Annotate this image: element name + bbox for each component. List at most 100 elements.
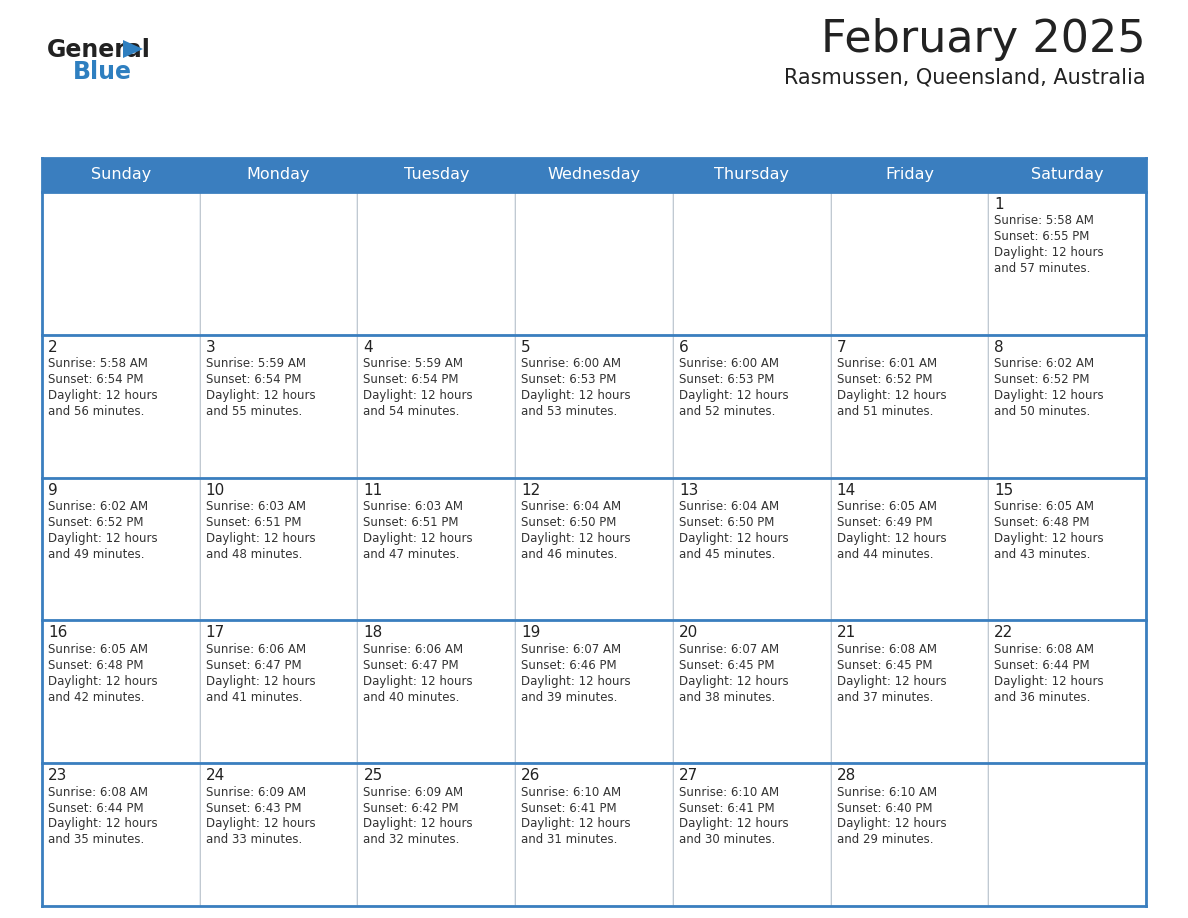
Text: and 53 minutes.: and 53 minutes.	[522, 405, 618, 418]
Text: Sunset: 6:48 PM: Sunset: 6:48 PM	[48, 659, 144, 672]
Text: Daylight: 12 hours: Daylight: 12 hours	[994, 532, 1104, 545]
Text: Sunset: 6:55 PM: Sunset: 6:55 PM	[994, 230, 1089, 243]
Text: 28: 28	[836, 768, 855, 783]
Text: and 49 minutes.: and 49 minutes.	[48, 548, 145, 561]
Bar	[516, 478, 672, 620]
Bar	[359, 478, 514, 620]
Text: Daylight: 12 hours: Daylight: 12 hours	[48, 532, 158, 545]
Bar	[43, 193, 198, 334]
Text: Blue: Blue	[72, 60, 132, 84]
Text: February 2025: February 2025	[821, 18, 1146, 61]
Bar	[674, 193, 829, 334]
Bar	[990, 193, 1145, 334]
Text: 4: 4	[364, 340, 373, 354]
Text: and 37 minutes.: and 37 minutes.	[836, 690, 933, 704]
Text: and 55 minutes.: and 55 minutes.	[206, 405, 302, 418]
Text: Daylight: 12 hours: Daylight: 12 hours	[522, 675, 631, 688]
Text: Sunset: 6:47 PM: Sunset: 6:47 PM	[206, 659, 302, 672]
Text: Sunrise: 6:05 AM: Sunrise: 6:05 AM	[48, 643, 148, 655]
Polygon shape	[124, 40, 143, 58]
Text: Sunrise: 6:05 AM: Sunrise: 6:05 AM	[836, 500, 936, 513]
Bar	[832, 478, 987, 620]
Text: and 47 minutes.: and 47 minutes.	[364, 548, 460, 561]
Text: Daylight: 12 hours: Daylight: 12 hours	[206, 818, 315, 831]
Text: Sunrise: 5:59 AM: Sunrise: 5:59 AM	[206, 357, 305, 370]
Text: and 48 minutes.: and 48 minutes.	[206, 548, 302, 561]
Bar	[830, 158, 988, 192]
Text: Sunset: 6:43 PM: Sunset: 6:43 PM	[206, 801, 302, 814]
Text: Sunset: 6:53 PM: Sunset: 6:53 PM	[522, 373, 617, 386]
Text: Sunset: 6:41 PM: Sunset: 6:41 PM	[522, 801, 617, 814]
Text: 27: 27	[678, 768, 699, 783]
Text: 1: 1	[994, 197, 1004, 212]
Text: Sunrise: 5:58 AM: Sunrise: 5:58 AM	[48, 357, 147, 370]
Bar	[201, 764, 356, 905]
Text: 17: 17	[206, 625, 225, 641]
Text: Saturday: Saturday	[1031, 167, 1104, 183]
Text: Daylight: 12 hours: Daylight: 12 hours	[836, 818, 946, 831]
Text: Sunset: 6:45 PM: Sunset: 6:45 PM	[836, 659, 933, 672]
Text: Daylight: 12 hours: Daylight: 12 hours	[678, 532, 789, 545]
Text: 22: 22	[994, 625, 1013, 641]
Text: and 39 minutes.: and 39 minutes.	[522, 690, 618, 704]
Text: Sunset: 6:50 PM: Sunset: 6:50 PM	[522, 516, 617, 529]
Text: 20: 20	[678, 625, 699, 641]
Text: Daylight: 12 hours: Daylight: 12 hours	[206, 532, 315, 545]
Text: Sunset: 6:53 PM: Sunset: 6:53 PM	[678, 373, 775, 386]
Bar	[201, 336, 356, 476]
Text: Sunrise: 6:10 AM: Sunrise: 6:10 AM	[678, 786, 779, 799]
Bar	[359, 336, 514, 476]
Bar	[200, 158, 358, 192]
Text: Sunrise: 5:59 AM: Sunrise: 5:59 AM	[364, 357, 463, 370]
Text: and 43 minutes.: and 43 minutes.	[994, 548, 1091, 561]
Text: 24: 24	[206, 768, 225, 783]
Bar	[990, 621, 1145, 762]
Bar	[516, 158, 672, 192]
Bar	[42, 192, 1146, 906]
Bar	[988, 158, 1146, 192]
Text: Sunset: 6:45 PM: Sunset: 6:45 PM	[678, 659, 775, 672]
Text: Sunset: 6:51 PM: Sunset: 6:51 PM	[364, 516, 459, 529]
Text: Daylight: 12 hours: Daylight: 12 hours	[678, 818, 789, 831]
Text: 9: 9	[48, 483, 58, 498]
Text: Sunset: 6:48 PM: Sunset: 6:48 PM	[994, 516, 1089, 529]
Text: Sunset: 6:44 PM: Sunset: 6:44 PM	[994, 659, 1089, 672]
Text: Daylight: 12 hours: Daylight: 12 hours	[836, 389, 946, 402]
Text: and 30 minutes.: and 30 minutes.	[678, 834, 775, 846]
Bar	[359, 621, 514, 762]
Text: Sunrise: 6:07 AM: Sunrise: 6:07 AM	[522, 643, 621, 655]
Text: Sunrise: 6:02 AM: Sunrise: 6:02 AM	[994, 357, 1094, 370]
Text: 14: 14	[836, 483, 855, 498]
Text: Friday: Friday	[885, 167, 934, 183]
Text: Sunrise: 6:08 AM: Sunrise: 6:08 AM	[836, 643, 936, 655]
Text: Sunrise: 6:09 AM: Sunrise: 6:09 AM	[364, 786, 463, 799]
Text: Sunrise: 6:06 AM: Sunrise: 6:06 AM	[206, 643, 305, 655]
Bar	[516, 621, 672, 762]
Bar	[359, 193, 514, 334]
Bar	[674, 478, 829, 620]
Text: and 54 minutes.: and 54 minutes.	[364, 405, 460, 418]
Bar	[674, 621, 829, 762]
Text: Sunday: Sunday	[90, 167, 151, 183]
Bar	[674, 336, 829, 476]
Text: Sunset: 6:52 PM: Sunset: 6:52 PM	[994, 373, 1089, 386]
Text: Daylight: 12 hours: Daylight: 12 hours	[206, 389, 315, 402]
Text: Sunrise: 6:07 AM: Sunrise: 6:07 AM	[678, 643, 779, 655]
Bar	[43, 621, 198, 762]
Text: Daylight: 12 hours: Daylight: 12 hours	[678, 389, 789, 402]
Text: 12: 12	[522, 483, 541, 498]
Text: 21: 21	[836, 625, 855, 641]
Text: Daylight: 12 hours: Daylight: 12 hours	[364, 532, 473, 545]
Bar	[42, 158, 200, 192]
Text: Daylight: 12 hours: Daylight: 12 hours	[522, 818, 631, 831]
Text: Sunset: 6:49 PM: Sunset: 6:49 PM	[836, 516, 933, 529]
Bar	[674, 764, 829, 905]
Text: Sunrise: 6:01 AM: Sunrise: 6:01 AM	[836, 357, 936, 370]
Bar	[43, 336, 198, 476]
Bar	[990, 336, 1145, 476]
Text: and 36 minutes.: and 36 minutes.	[994, 690, 1091, 704]
Text: Sunset: 6:40 PM: Sunset: 6:40 PM	[836, 801, 933, 814]
Text: Daylight: 12 hours: Daylight: 12 hours	[836, 532, 946, 545]
Bar	[832, 764, 987, 905]
Text: Sunset: 6:52 PM: Sunset: 6:52 PM	[836, 373, 933, 386]
